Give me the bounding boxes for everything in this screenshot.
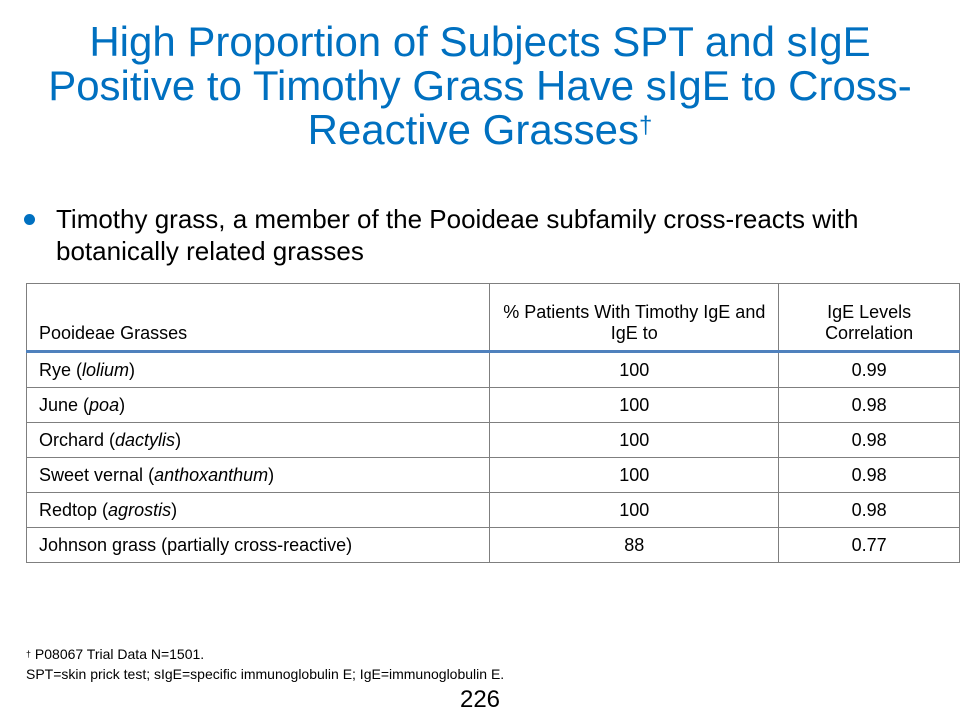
grass-name: Redtop bbox=[39, 499, 98, 520]
correlation-cell: 0.77 bbox=[778, 527, 960, 563]
grass-name: June bbox=[39, 394, 79, 415]
bullet-text: Timothy grass, a member of the Pooideae … bbox=[56, 204, 859, 266]
header-grasses: Pooideae Grasses bbox=[25, 283, 491, 352]
table-row: Redtop (agrostis) 100 0.98 bbox=[25, 492, 960, 528]
table-row: June (poa) 100 0.98 bbox=[25, 387, 960, 423]
grass-name: Rye bbox=[39, 359, 72, 380]
correlation-cell: 0.98 bbox=[778, 422, 960, 458]
grass-name: Johnson grass (partially cross-reactive) bbox=[39, 534, 353, 555]
footnote-dagger: † bbox=[26, 649, 32, 659]
grass-latin-name: dactylis bbox=[115, 429, 176, 450]
correlation-cell: 0.99 bbox=[778, 351, 960, 388]
percent-cell: 100 bbox=[489, 422, 780, 458]
grasses-table: Pooideae Grasses % Patients With Timothy… bbox=[25, 283, 960, 563]
grass-name-cell: Redtop (agrostis) bbox=[25, 492, 491, 528]
grass-name-cell: Rye (lolium) bbox=[25, 351, 491, 388]
header-percent-patients: % Patients With Timothy IgE and IgE to bbox=[489, 283, 780, 352]
page-number: 226 bbox=[459, 686, 501, 713]
correlation-cell: 0.98 bbox=[778, 387, 960, 423]
table-row: Orchard (dactylis) 100 0.98 bbox=[25, 422, 960, 458]
grass-latin-name: agrostis bbox=[108, 499, 172, 520]
slide-title-text: High Proportion of Subjects SPT and sIgE… bbox=[48, 18, 912, 153]
slide-title: High Proportion of Subjects SPT and sIgE… bbox=[20, 20, 940, 152]
grass-name-cell: Johnson grass (partially cross-reactive) bbox=[25, 527, 491, 563]
footnote-line-1: † P08067 Trial Data N=1501. bbox=[26, 644, 504, 664]
bullet-point: Timothy grass, a member of the Pooideae … bbox=[24, 203, 924, 267]
grass-name: Sweet vernal bbox=[39, 464, 144, 485]
grass-name-cell: Sweet vernal (anthoxanthum) bbox=[25, 457, 491, 493]
correlation-cell: 0.98 bbox=[778, 492, 960, 528]
table-row: Sweet vernal (anthoxanthum) 100 0.98 bbox=[25, 457, 960, 493]
grass-latin-name: poa bbox=[89, 394, 120, 415]
correlation-cell: 0.98 bbox=[778, 457, 960, 493]
percent-cell: 88 bbox=[489, 527, 780, 563]
footnote: † P08067 Trial Data N=1501. SPT=skin pri… bbox=[26, 644, 504, 684]
bullet-dot-icon bbox=[24, 214, 35, 225]
percent-cell: 100 bbox=[489, 492, 780, 528]
percent-cell: 100 bbox=[489, 457, 780, 493]
table-row: Rye (lolium) 100 0.99 bbox=[25, 351, 960, 388]
table-header-row: Pooideae Grasses % Patients With Timothy… bbox=[25, 283, 960, 352]
grass-name: Orchard bbox=[39, 429, 105, 450]
grass-latin-name: anthoxanthum bbox=[154, 464, 269, 485]
grass-name-cell: Orchard (dactylis) bbox=[25, 422, 491, 458]
grass-name-cell: June (poa) bbox=[25, 387, 491, 423]
header-correlation: IgE Levels Correlation bbox=[778, 283, 960, 352]
table-row: Johnson grass (partially cross-reactive)… bbox=[25, 527, 960, 563]
percent-cell: 100 bbox=[489, 351, 780, 388]
title-dagger: † bbox=[639, 112, 653, 139]
grass-latin-name: lolium bbox=[82, 359, 130, 380]
footnote-trial-text: P08067 Trial Data N=1501. bbox=[31, 646, 205, 662]
percent-cell: 100 bbox=[489, 387, 780, 423]
footnote-line-2: SPT=skin prick test; sIgE=specific immun… bbox=[26, 666, 505, 682]
